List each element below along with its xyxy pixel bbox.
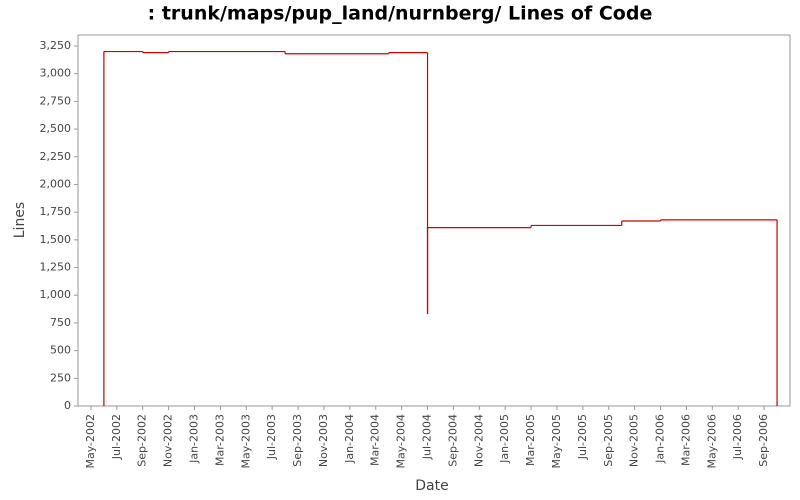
x-tick-label: May-2006 bbox=[705, 414, 718, 469]
x-tick-label: Nov-2005 bbox=[628, 414, 641, 467]
y-tick-label: 500 bbox=[50, 344, 71, 357]
x-tick-label: Jul-2002 bbox=[110, 414, 123, 460]
x-tick-label: Jul-2003 bbox=[265, 414, 278, 460]
x-tick-label: Jan-2006 bbox=[654, 414, 667, 464]
y-tick-label: 250 bbox=[50, 371, 71, 384]
y-tick-label: 2,000 bbox=[40, 177, 72, 190]
y-tick-label: 3,000 bbox=[40, 67, 72, 80]
x-tick-label: Nov-2004 bbox=[472, 414, 485, 467]
x-tick-label: Jan-2004 bbox=[343, 414, 356, 464]
x-tick-label: Nov-2002 bbox=[162, 414, 175, 467]
y-tick-label: 2,250 bbox=[40, 150, 72, 163]
x-tick-label: Mar-2004 bbox=[369, 414, 382, 466]
x-tick-label: Mar-2003 bbox=[213, 414, 226, 466]
x-tick-label: Sep-2003 bbox=[291, 414, 304, 467]
x-tick-label: May-2002 bbox=[84, 414, 97, 469]
x-tick-label: Jul-2006 bbox=[731, 414, 744, 460]
y-tick-label: 1,250 bbox=[40, 261, 72, 274]
x-tick-label: Jan-2005 bbox=[498, 414, 511, 464]
x-tick-label: May-2004 bbox=[395, 414, 408, 469]
y-tick-label: 2,500 bbox=[40, 122, 72, 135]
x-tick-label: Jan-2003 bbox=[188, 414, 201, 464]
x-tick-label: May-2003 bbox=[239, 414, 252, 469]
y-tick-label: 1,000 bbox=[40, 288, 72, 301]
y-tick-label: 1,500 bbox=[40, 233, 72, 246]
x-tick-label: Sep-2005 bbox=[602, 414, 615, 467]
x-tick-label: Nov-2003 bbox=[317, 414, 330, 467]
y-tick-label: 0 bbox=[64, 399, 71, 412]
x-tick-label: Jul-2004 bbox=[421, 414, 434, 460]
x-axis-title: Date bbox=[415, 478, 448, 494]
x-tick-label: May-2005 bbox=[550, 414, 563, 469]
x-tick-label: Sep-2002 bbox=[136, 414, 149, 467]
x-tick-label: Mar-2006 bbox=[679, 414, 692, 466]
x-tick-label: Mar-2005 bbox=[524, 414, 537, 466]
y-tick-label: 1,750 bbox=[40, 205, 72, 218]
y-tick-label: 3,250 bbox=[40, 39, 72, 52]
x-tick-label: Sep-2004 bbox=[446, 414, 459, 467]
chart-title: : trunk/maps/pup_land/nurnberg/ Lines of… bbox=[148, 3, 653, 25]
x-tick-label: Jul-2005 bbox=[576, 414, 589, 460]
y-tick-label: 750 bbox=[50, 316, 71, 329]
y-tick-label: 2,750 bbox=[40, 94, 72, 107]
x-tick-label: Sep-2006 bbox=[757, 414, 770, 467]
y-axis-title: Lines bbox=[12, 202, 28, 238]
